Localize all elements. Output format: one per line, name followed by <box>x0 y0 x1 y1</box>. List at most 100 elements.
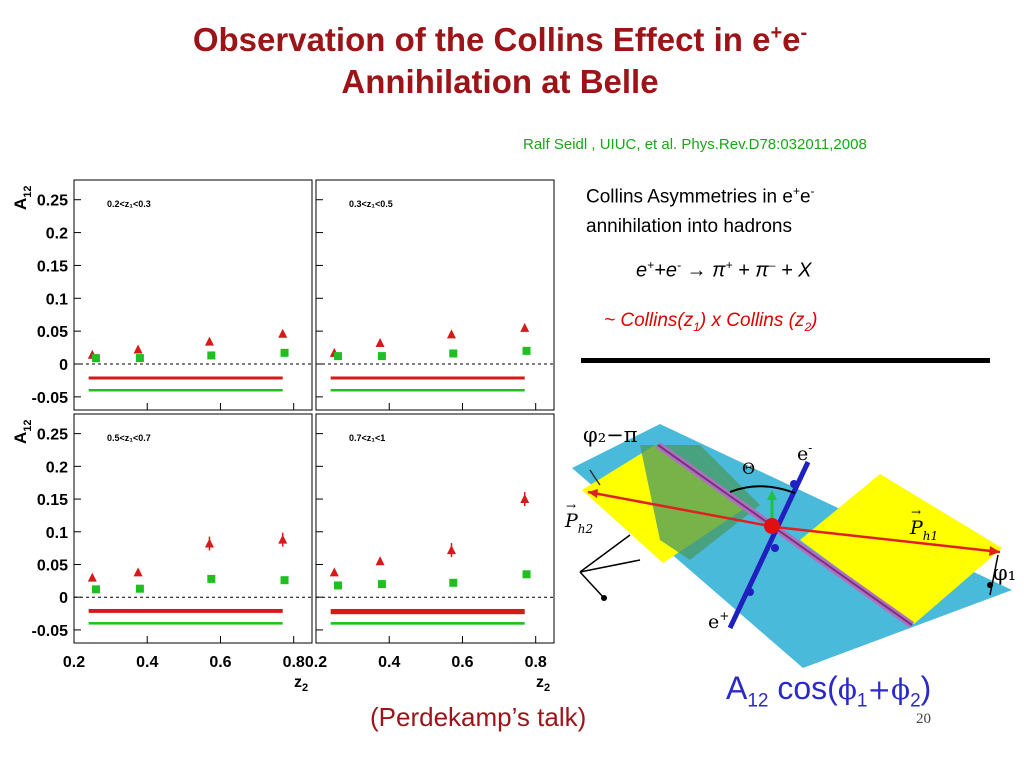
y-tick-label: 0.1 <box>46 291 68 308</box>
y-tick-label: 0.15 <box>37 258 68 275</box>
y-tick-label: 0.2 <box>46 459 68 476</box>
panel-label: 0.7<z₁<1 <box>349 433 385 443</box>
chart-panel-3: 0.5<z₁<0.7 0.25 0.2 0.15 0.1 0.05 0 -0.05 A12 0.2… <box>11 413 313 694</box>
y-tick-label: 0 <box>59 357 68 374</box>
hadron-plane-2 <box>582 445 745 563</box>
x-tick-label: 0.4 <box>136 654 158 671</box>
y-axis-label: A12 <box>11 419 34 444</box>
triangle-point <box>375 556 385 566</box>
title-line-1: Observation of the Collins Effect in e+e… <box>192 21 808 58</box>
triangle-point <box>520 322 530 332</box>
red-band <box>330 376 525 380</box>
square-point <box>135 354 144 363</box>
svg-text:→: → <box>911 505 921 519</box>
panel-frame <box>73 179 313 411</box>
red-band <box>330 608 525 615</box>
beam-axis <box>727 460 811 630</box>
x-tick-label: 0.2 <box>63 654 85 671</box>
panel-label: 0.3<z₁<0.5 <box>349 199 393 209</box>
interaction-point <box>764 518 780 534</box>
square-point <box>377 580 386 589</box>
y-tick-label: 0.05 <box>37 324 68 341</box>
x-tick-label: 0.2 <box>305 654 327 671</box>
slide-title: Observation of the Collins Effect in e+e… <box>0 12 1000 103</box>
y-tick-label: 0.25 <box>37 427 68 444</box>
square-point <box>377 352 386 361</box>
ph1-label: Ph1 <box>909 517 938 543</box>
y-tick-label: 0.2 <box>46 226 68 243</box>
x-tick-label: 0.8 <box>525 654 547 671</box>
panel-frame <box>315 413 555 644</box>
square-point <box>449 578 458 587</box>
triangle-point <box>204 336 214 346</box>
y-axis-label: A12 <box>11 185 34 210</box>
red-band <box>88 608 283 613</box>
title-line-2: Annihilation at Belle <box>341 63 659 100</box>
triangle-point <box>329 567 339 577</box>
chart-panel-2: 0.3<z₁<0.5 <box>315 179 555 411</box>
theta-label: Θ <box>742 459 755 478</box>
red-band <box>88 376 283 380</box>
panel-frame <box>315 179 555 411</box>
collins-product: ~ Collins(z1) x Collins (z2) <box>604 310 818 334</box>
y-tick-label: -0.05 <box>32 390 69 407</box>
triangle-point <box>446 329 456 339</box>
square-point <box>280 348 289 357</box>
triangle-point <box>375 337 385 347</box>
x-tick-label: 0.8 <box>283 654 305 671</box>
square-point <box>135 584 144 593</box>
y-tick-label: 0.1 <box>46 525 68 542</box>
y-tick-label: 0.25 <box>37 193 68 210</box>
hadron-plane-1 <box>800 474 1002 624</box>
asymmetry-formula: A12 cos(ϕ1+ϕ2) <box>726 670 932 712</box>
page-number: 20 <box>916 711 931 727</box>
chart-panel-1: 0.2<z₁<0.3 0.25 0.2 0.15 0.1 0.05 0 -0.05 A12 <box>11 179 313 411</box>
x-axis-label: z2 <box>294 674 308 694</box>
square-point <box>333 352 342 361</box>
chart-panel-4: 0.7<z₁<1 0.2 0.4 0.6 0.8 z2 <box>305 413 555 694</box>
collins-asymmetry-chart: 0.2<z₁<0.3 0.25 0.2 0.15 0.1 0.05 0 -0.05 A12 0.3… <box>11 179 555 694</box>
x-axis-label: z2 <box>536 674 550 694</box>
green-band <box>330 622 525 625</box>
square-point <box>333 581 342 590</box>
hadron-plane-2-shadow <box>640 445 760 560</box>
green-band <box>88 388 283 392</box>
y-tick-label: 0.15 <box>37 492 68 509</box>
panel-frame <box>73 413 313 644</box>
square-point <box>449 349 458 358</box>
electron-label: e- <box>797 441 812 465</box>
green-band <box>330 388 525 392</box>
thrust-axis-core <box>657 444 913 626</box>
phi1-label: φ₁ <box>993 561 1016 585</box>
square-point <box>91 585 100 594</box>
triangle-point <box>133 344 143 354</box>
square-point <box>522 346 531 355</box>
description: Collins Asymmetries in e+e- annihilation… <box>586 184 815 238</box>
square-point <box>207 351 216 360</box>
panel-label: 0.2<z₁<0.3 <box>107 199 151 209</box>
triangle-point <box>87 572 97 582</box>
citation: Ralf Seidl , UIUC, et al. Phys.Rev.D78:0… <box>523 136 867 153</box>
triangle-point <box>446 545 456 555</box>
panel-label: 0.5<z₁<0.7 <box>107 433 151 443</box>
triangle-point <box>278 328 288 338</box>
triangle-point <box>133 567 143 577</box>
reaction-formula: e++e- → π+ + π– + X <box>636 258 812 282</box>
x-tick-label: 0.6 <box>209 654 231 671</box>
momentum-h1-arrow <box>774 525 1001 554</box>
separator-line <box>581 358 990 363</box>
square-point <box>207 574 216 583</box>
y-tick-label: 0 <box>59 590 68 607</box>
theta-arc <box>729 485 796 494</box>
triangle-point <box>278 534 288 544</box>
green-band <box>88 622 283 625</box>
square-point <box>91 354 100 363</box>
thrust-axis <box>655 442 915 628</box>
lepton-plane <box>572 424 1012 668</box>
y-tick-label: 0.05 <box>37 557 68 574</box>
square-point <box>280 576 289 585</box>
x-tick-label: 0.4 <box>378 654 400 671</box>
square-point <box>522 570 531 579</box>
y-tick-label: -0.05 <box>32 623 69 640</box>
momentum-h2-arrow <box>587 490 776 529</box>
